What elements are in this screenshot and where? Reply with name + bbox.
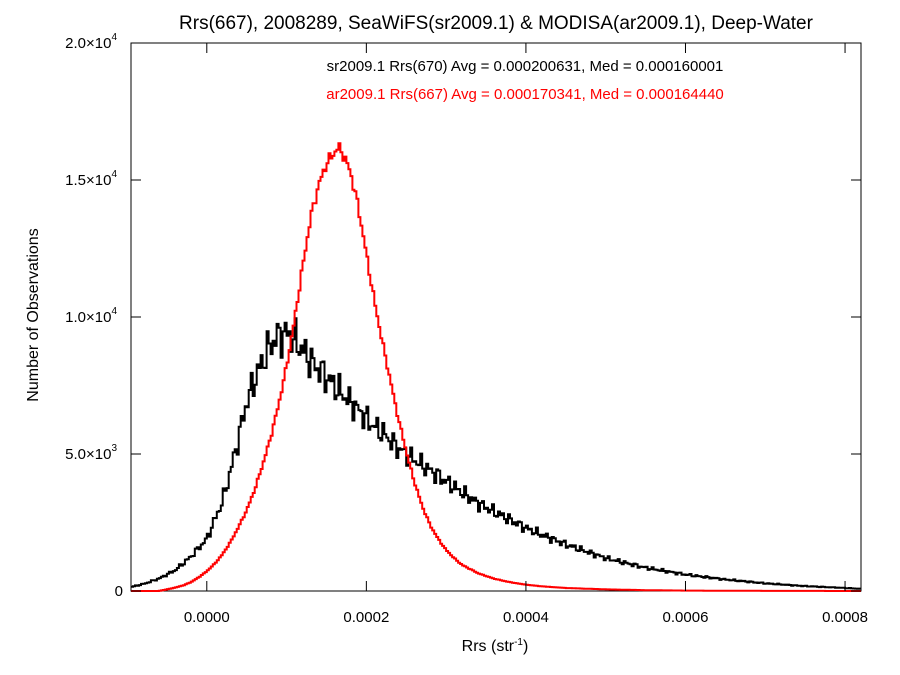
x-axis-label-close: ) — [523, 638, 528, 655]
y-tick-label: 1.5×104 — [65, 169, 117, 189]
x-axis-label-sup: -1 — [514, 637, 523, 648]
x-axis-ticks: 0.0000 0.0002 0.0004 0.0006 0.0008 — [184, 43, 868, 626]
x-tick-label: 0.0000 — [184, 609, 230, 626]
x-axis-label-main: Rrs (str — [462, 638, 515, 655]
y-tick-label: 1.0×104 — [65, 306, 117, 326]
series-line-0 — [131, 317, 861, 590]
series-line-1 — [131, 142, 861, 592]
y-tick-label: 0 — [115, 583, 123, 600]
plot-frame — [130, 42, 862, 592]
x-tick-label: 0.0006 — [663, 609, 709, 626]
legend-series-ar2009: ar2009.1 Rrs(667) Avg = 0.000170341, Med… — [326, 86, 724, 103]
x-axis-label: Rrs (str-1) — [462, 637, 529, 655]
x-tick-label: 0.0002 — [343, 609, 389, 626]
y-axis-label: Number of Observations — [25, 228, 42, 401]
y-tick-label: 2.0×104 — [65, 32, 117, 52]
x-tick-label: 0.0004 — [503, 609, 549, 626]
chart-title: Rrs(667), 2008289, SeaWiFS(sr2009.1) & M… — [179, 13, 814, 34]
series-layer — [131, 142, 861, 592]
plot-area: 0.0000 0.0002 0.0004 0.0006 0.0008 0 5.0×103 1… — [65, 32, 868, 626]
y-axis-ticks: 0 5.0×103 1.0×104 1.5×104 2.0×104 — [65, 32, 861, 600]
legend-series-sr2009: sr2009.1 Rrs(670) Avg = 0.000200631, Med… — [327, 58, 724, 75]
y-tick-label: 5.0×103 — [65, 443, 117, 463]
x-tick-label: 0.0008 — [822, 609, 868, 626]
